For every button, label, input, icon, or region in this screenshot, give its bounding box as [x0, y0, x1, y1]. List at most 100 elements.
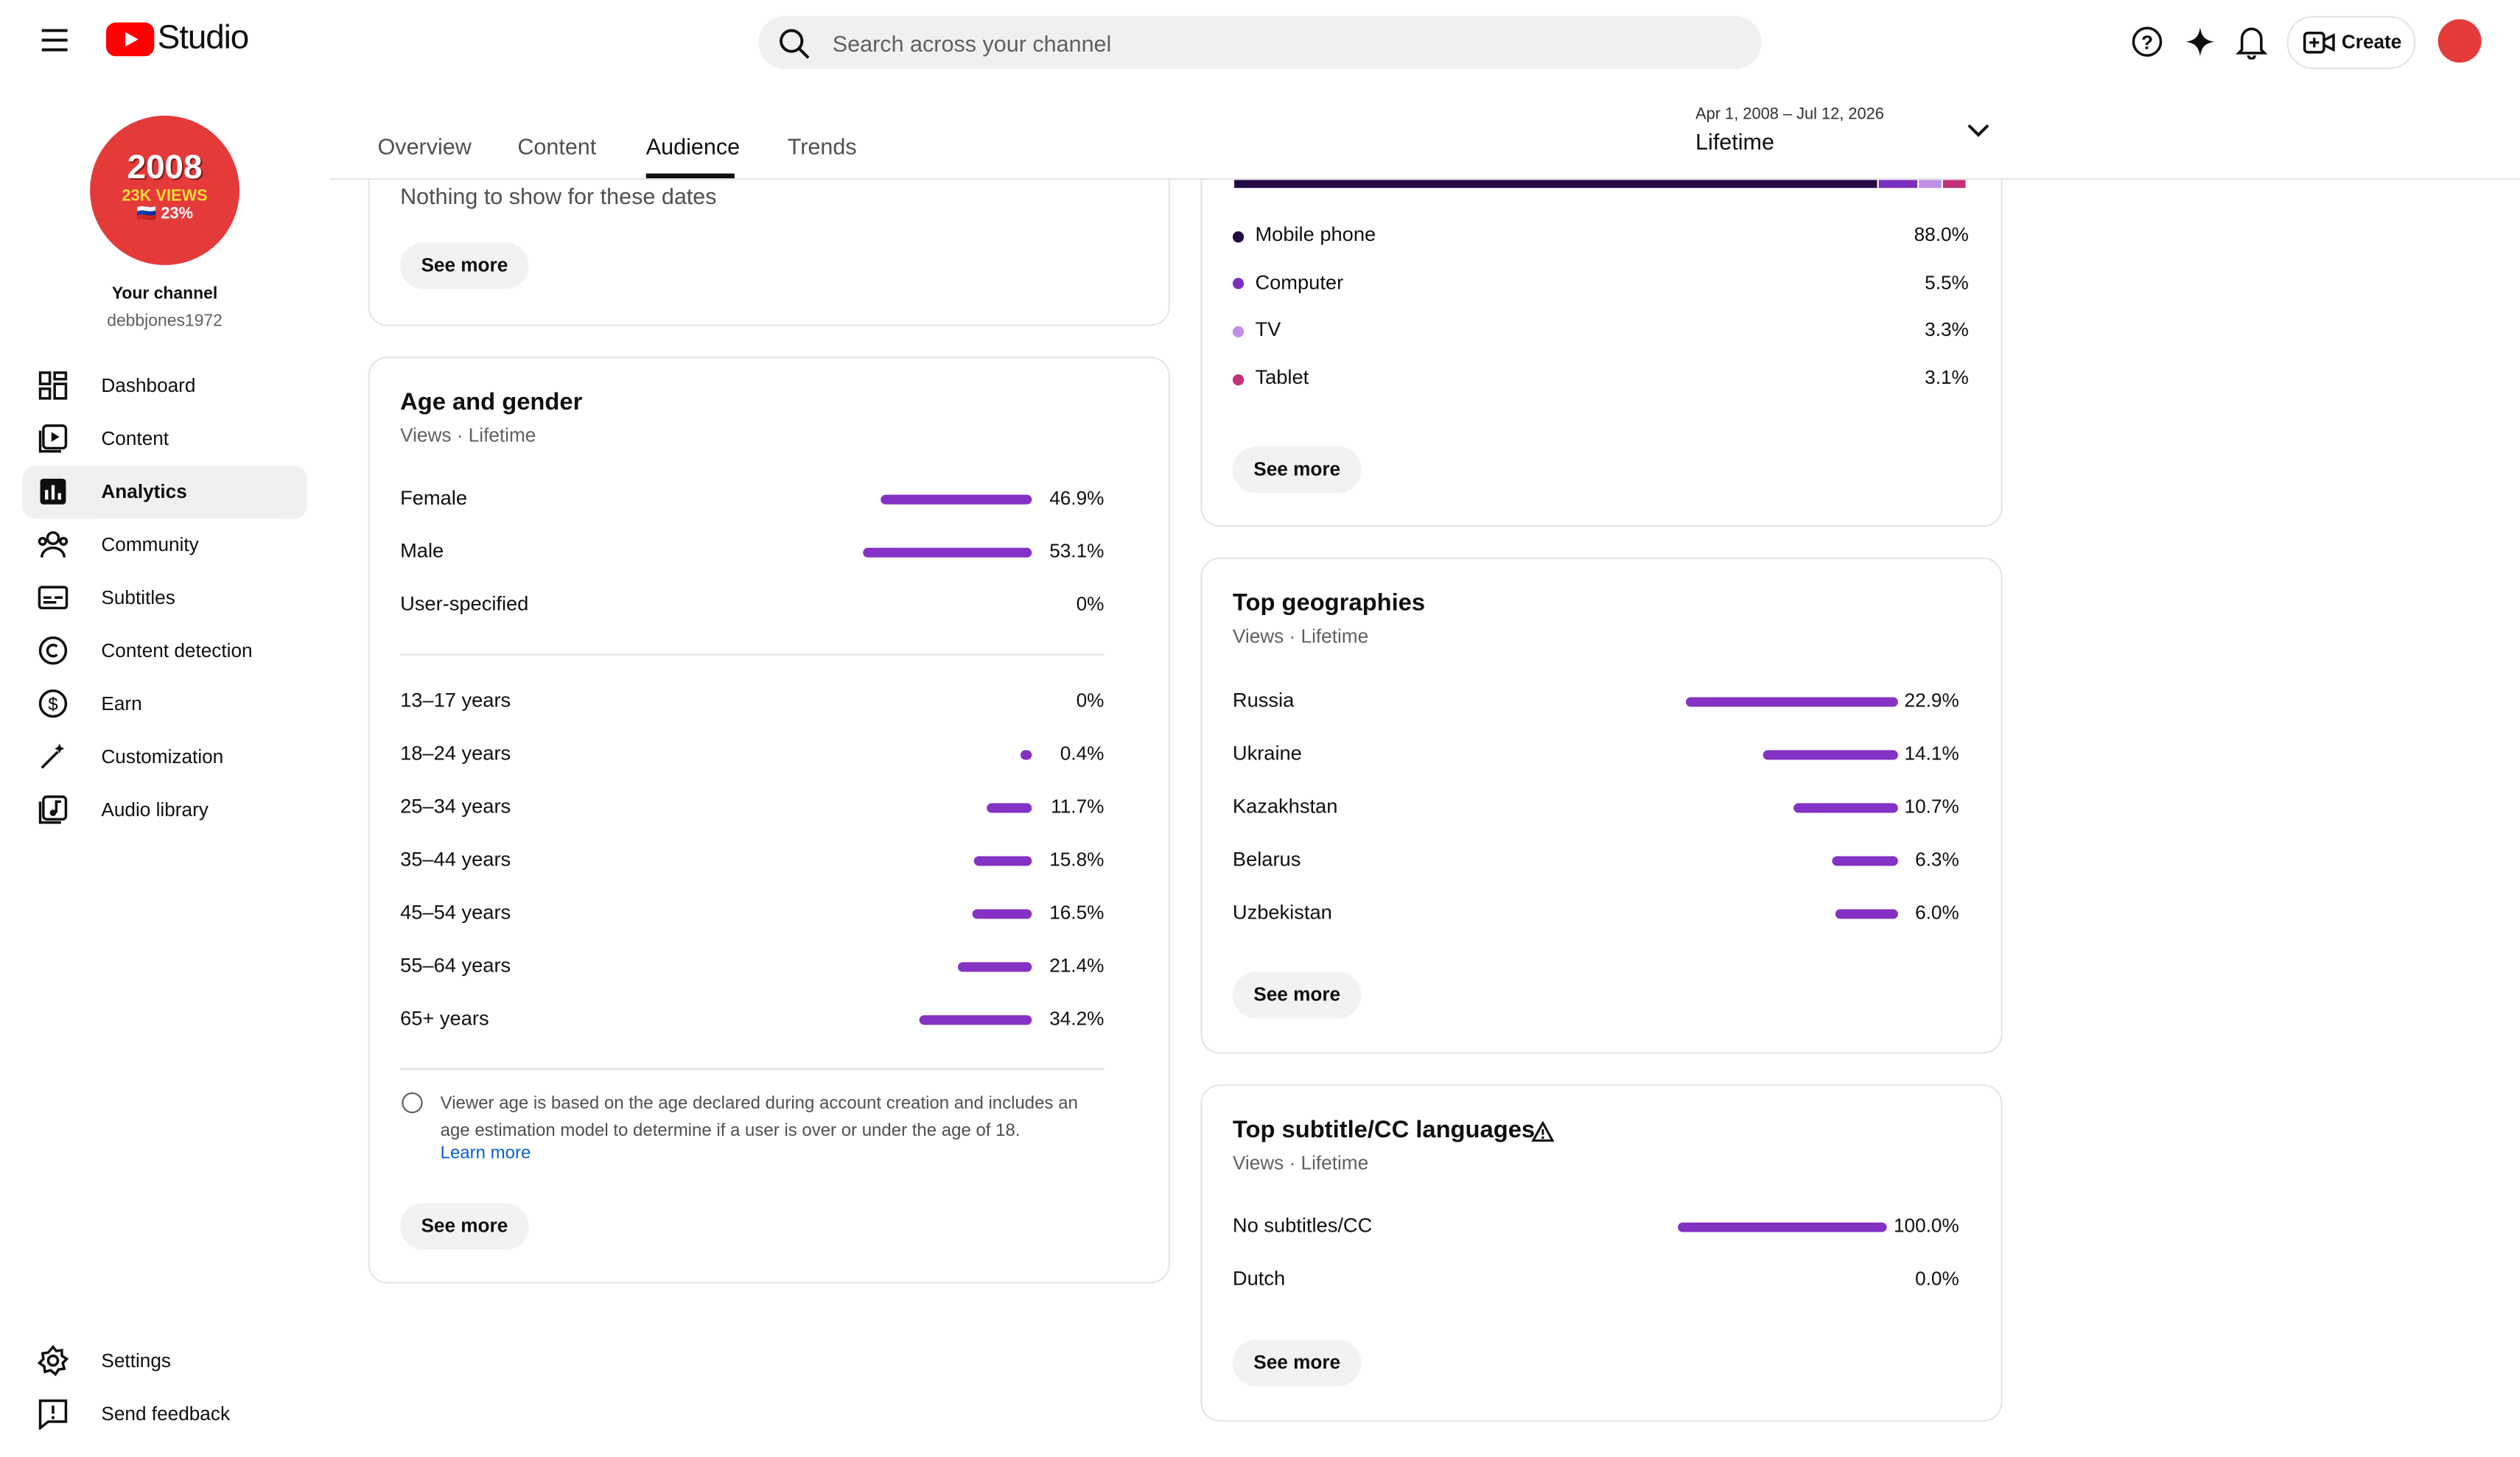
row-label: 18–24 years — [400, 742, 511, 765]
date-range: Apr 1, 2008 – Jul 12, 2026 — [1695, 105, 1884, 124]
nav-item[interactable]: Content detection — [101, 639, 253, 662]
row-value: 0% — [1076, 689, 1105, 712]
device-label: Computer — [1255, 270, 1344, 294]
account-avatar[interactable] — [2437, 19, 2482, 63]
nav-icon — [38, 1399, 68, 1430]
bar — [862, 547, 1032, 558]
bar — [974, 856, 1032, 866]
bar — [987, 803, 1032, 813]
row-value: 0.4% — [1060, 742, 1105, 765]
sidebar: Studio 2008 23K VIEWS 🇷🇺 23% Your channe… — [0, 0, 330, 1457]
search-placeholder: Search across your channel — [832, 30, 1112, 57]
row-label: User-specified — [400, 592, 529, 616]
date-dropdown[interactable] — [1965, 121, 1991, 140]
card-title: Top subtitle/CC languages — [1232, 1116, 1536, 1144]
bar — [1793, 803, 1898, 813]
nav-active-background — [22, 466, 307, 519]
nav-icon — [37, 1344, 69, 1377]
bell-icon[interactable] — [2236, 24, 2268, 60]
row-label: No subtitles/CC — [1232, 1214, 1373, 1237]
row-value: 53.1% — [1049, 539, 1105, 563]
channel-avatar[interactable]: 2008 23K VIEWS 🇷🇺 23% — [90, 116, 239, 265]
row-label: Ukraine — [1232, 742, 1302, 765]
avatar-line: 23K VIEWS — [122, 188, 208, 206]
bar — [1686, 697, 1898, 707]
learn-more-link[interactable]: Learn more — [440, 1143, 531, 1163]
nav-item[interactable]: Earn — [101, 692, 142, 715]
device-value: 88.0% — [1914, 223, 1969, 246]
help-icon[interactable]: ? — [2131, 26, 2163, 58]
age-gender-card: Age and gender Views · Lifetime Female 46.9… — [368, 357, 1170, 1284]
row-label: 13–17 years — [400, 689, 511, 712]
row-value: 14.1% — [1904, 742, 1959, 765]
youtube-logo[interactable] — [105, 22, 155, 57]
warning-icon[interactable] — [1531, 1121, 1555, 1142]
avatar-line: 🇷🇺 23% — [136, 206, 194, 224]
tab[interactable]: Overview — [377, 133, 472, 159]
info-icon — [402, 1092, 423, 1114]
channel-name: Your channel — [111, 284, 218, 304]
header: Search across your channel ? Create Apr … — [0, 0, 2520, 180]
row-value: 100.0% — [1893, 1214, 1959, 1237]
row-value: 15.8% — [1049, 848, 1105, 871]
tab[interactable]: Audience — [645, 133, 741, 159]
row-label: 65+ years — [400, 1007, 489, 1030]
see-more-button[interactable]: See more — [1232, 446, 1362, 494]
nav-item[interactable]: Content — [101, 427, 169, 450]
sparkle-icon[interactable] — [2184, 26, 2216, 58]
row-label: 55–64 years — [400, 954, 511, 977]
legend-dot — [1232, 278, 1245, 289]
nav-icon — [41, 743, 65, 769]
card-subtitle: Views · Lifetime — [400, 424, 536, 447]
row-value: 0% — [1076, 592, 1105, 616]
nav-item[interactable]: Audio library — [101, 798, 209, 821]
search-box[interactable]: Search across your channel — [758, 15, 1762, 69]
nav-icon — [38, 586, 69, 610]
nav-item[interactable]: Dashboard — [101, 374, 196, 397]
row-value: 6.0% — [1915, 901, 1959, 924]
menu-icon[interactable] — [41, 27, 69, 53]
tab[interactable]: Content — [517, 133, 597, 159]
device-value: 5.5% — [1925, 270, 1969, 294]
bar — [957, 962, 1032, 972]
svg-text:$: $ — [48, 695, 57, 715]
nav-icon — [38, 636, 68, 665]
row-value: 34.2% — [1049, 1007, 1105, 1030]
legend-dot — [1232, 373, 1245, 385]
studio-logo: Studio — [157, 19, 249, 57]
nav-icon — [40, 478, 66, 505]
card-subtitle: Views · Lifetime — [1232, 1151, 1369, 1175]
tab[interactable]: Trends — [787, 133, 857, 159]
empty-message: Nothing to show for these dates — [400, 183, 717, 209]
nav-item[interactable]: Settings — [101, 1349, 171, 1372]
see-more-button[interactable]: See more — [400, 1203, 529, 1250]
nav-item[interactable]: Send feedback — [101, 1402, 231, 1425]
nav-item[interactable]: Customization — [101, 745, 224, 768]
device-label: Tablet — [1255, 366, 1309, 389]
create-label: Create — [2341, 30, 2402, 53]
row-label: Russia — [1232, 689, 1295, 712]
device-label: TV — [1255, 318, 1281, 342]
see-more-button[interactable]: See more — [1232, 972, 1362, 1019]
nav-item[interactable]: Community — [101, 533, 199, 556]
nav-item[interactable]: Analytics — [101, 480, 187, 503]
date-label: Lifetime — [1695, 128, 1775, 155]
bar — [1763, 750, 1898, 760]
row-value: 6.3% — [1915, 848, 1959, 871]
bar — [972, 909, 1032, 919]
divider — [400, 653, 1105, 656]
nav-item[interactable]: Subtitles — [101, 586, 175, 609]
bar — [1021, 750, 1032, 760]
bar — [1678, 1222, 1887, 1232]
nav-icon — [38, 795, 68, 824]
row-label: Belarus — [1232, 848, 1301, 871]
see-more-button[interactable]: See more — [1232, 1339, 1362, 1387]
row-value: 11.7% — [1051, 795, 1105, 818]
see-more-button[interactable]: See more — [400, 242, 529, 289]
legend-dot — [1232, 326, 1245, 337]
create-button[interactable]: Create — [2286, 15, 2416, 69]
legend-dot — [1232, 230, 1245, 242]
row-value: 46.9% — [1049, 486, 1105, 510]
